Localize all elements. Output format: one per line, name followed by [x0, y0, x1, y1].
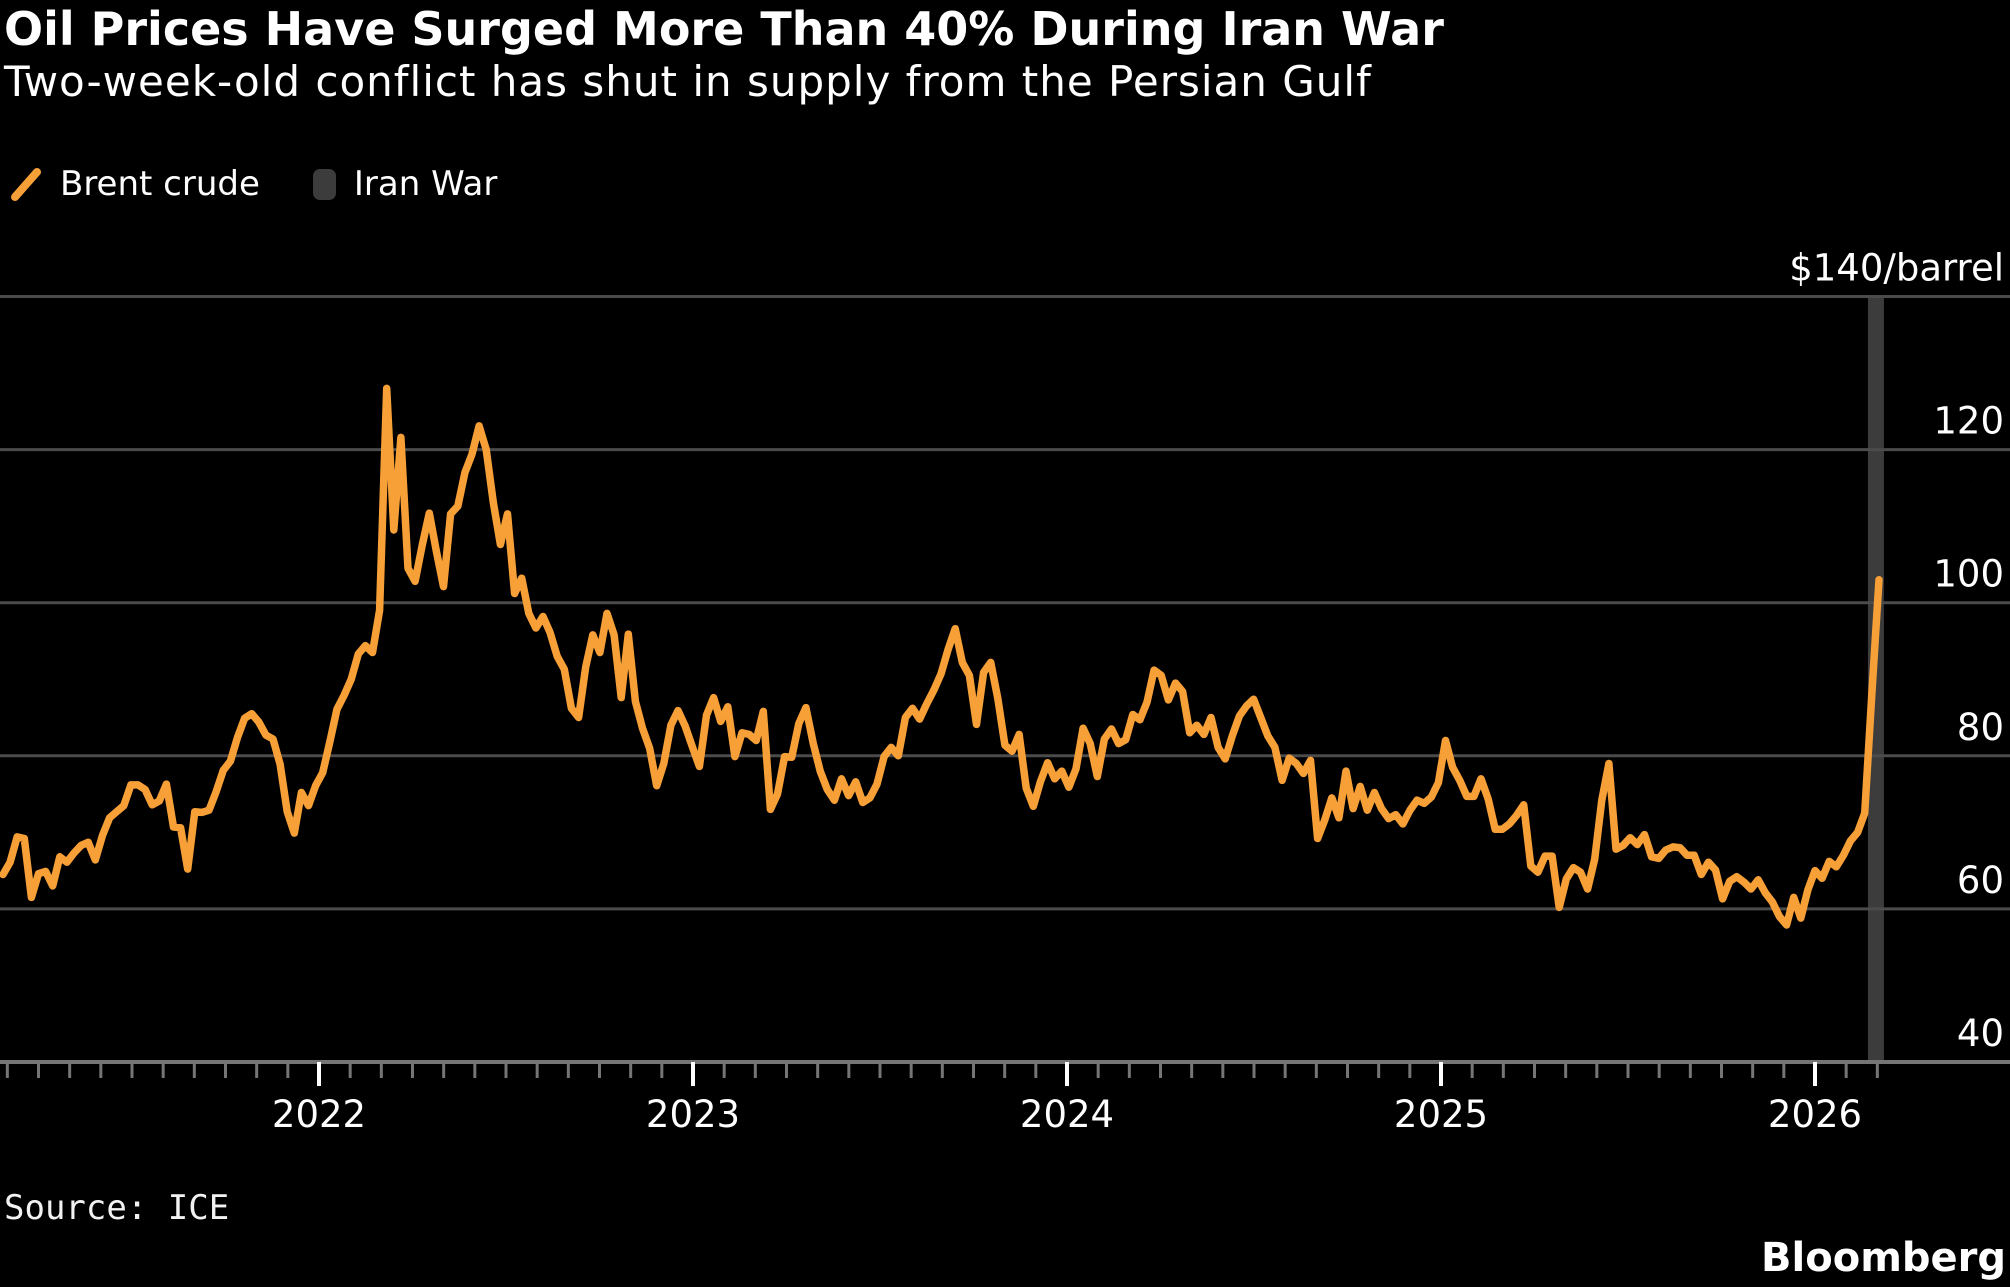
- y-axis-unit-label: $140/barrel: [1789, 247, 2004, 290]
- brent-line-icon: [11, 168, 41, 201]
- y-tick-label: 80: [1957, 706, 2004, 749]
- legend-item-brent: Brent crude: [8, 164, 260, 204]
- legend-brent-label: Brent crude: [60, 164, 260, 204]
- x-year-label: 2025: [1394, 1093, 1488, 1136]
- x-year-label: 2022: [272, 1093, 366, 1136]
- x-year-label: 2023: [646, 1093, 740, 1136]
- source-note: Source: ICE: [4, 1188, 230, 1228]
- iran-war-band-icon: [312, 169, 336, 200]
- chart-subtitle: Two-week-old conflict has shut in supply…: [4, 57, 1372, 106]
- y-tick-label: 100: [1933, 553, 2004, 596]
- chart-legend: Brent crude Iran War: [8, 164, 497, 204]
- y-tick-label: 120: [1933, 400, 2004, 443]
- chart-title: Oil Prices Have Surged More Than 40% Dur…: [4, 2, 1444, 56]
- legend-war-label: Iran War: [353, 164, 498, 204]
- legend-item-war: Iran War: [312, 164, 497, 204]
- y-tick-label: 60: [1957, 859, 2004, 902]
- x-year-label: 2024: [1020, 1093, 1114, 1136]
- x-year-label: 2026: [1768, 1093, 1862, 1136]
- bloomberg-logo: Bloomberg: [1761, 1235, 2006, 1281]
- brent-price-line: [0, 384, 1883, 929]
- y-tick-label: 40: [1957, 1012, 2004, 1055]
